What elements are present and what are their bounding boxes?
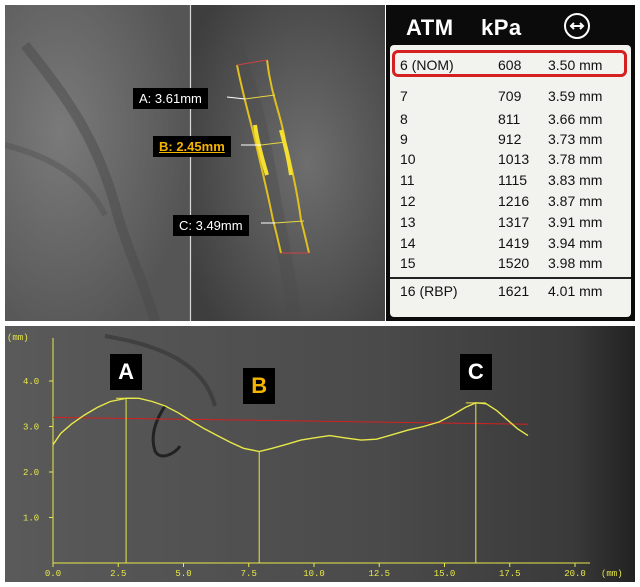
measurement-line-a <box>244 94 276 100</box>
compliance-row: 11 1115 3.83 mm <box>390 170 631 190</box>
x-tick-label: 20.0 <box>564 569 586 579</box>
compliance-kpa-cell: 709 <box>498 88 522 104</box>
compliance-mm-cell: 4.01 mm <box>548 283 603 299</box>
angiogram-panel: A: 3.61mm B: 2.45mm C: 3.49mm <box>5 5 385 321</box>
compliance-mm-cell: 3.83 mm <box>548 172 603 188</box>
y-tick-label: 1.0 <box>23 514 39 524</box>
compliance-row: 13 1317 3.91 mm <box>390 212 631 232</box>
x-tick-label: 7.5 <box>241 569 257 579</box>
compliance-mm-cell: 3.73 mm <box>548 131 603 147</box>
diameter-profile-chart: 1.0 2.0 3.0 4.0 0.0 2.5 5.0 7.5 10.0 12.5 15.0 17.5… <box>5 326 635 582</box>
x-tick-label: 15.0 <box>434 569 456 579</box>
angiogram-image <box>5 5 385 321</box>
compliance-atm-cell: 11 <box>400 172 415 188</box>
y-tick-label: 3.0 <box>23 423 39 433</box>
compliance-row: 14 1419 3.94 mm <box>390 233 631 253</box>
compliance-mm-cell: 3.91 mm <box>548 214 603 230</box>
measurement-label-a: A: 3.61mm <box>133 88 208 109</box>
compliance-kpa-cell: 1013 <box>498 151 530 167</box>
compliance-row: 16 (RBP) 1621 4.01 mm <box>390 281 631 301</box>
compliance-atm-cell: 12 <box>400 193 416 209</box>
measurement-line-c <box>274 220 305 224</box>
compliance-row: 10 1013 3.78 mm <box>390 149 631 169</box>
x-tick-label: 17.5 <box>499 569 521 579</box>
vessel-contour-left <box>236 64 282 254</box>
y-unit-label: (mm) <box>7 333 29 343</box>
x-tick-label: 10.0 <box>303 569 325 579</box>
header-kpa: kPa <box>481 15 522 40</box>
x-tick-label: 2.5 <box>110 569 126 579</box>
x-tick-label: 0.0 <box>45 569 61 579</box>
compliance-mm-cell: 3.59 mm <box>548 88 603 104</box>
reference-diameter-line <box>52 416 529 425</box>
measurement-line-b <box>260 141 287 146</box>
x-unit-label: (mm) <box>601 569 623 579</box>
compliance-atm-cell: 16 (RBP) <box>400 283 458 299</box>
compliance-mm-cell: 3.94 mm <box>548 235 603 251</box>
compliance-mm-cell: 3.98 mm <box>548 255 603 271</box>
compliance-row: 15 1520 3.98 mm <box>390 253 631 273</box>
diameter-curve <box>52 397 529 453</box>
compliance-kpa-cell: 1216 <box>498 193 530 209</box>
marker-label-b: B <box>243 368 276 404</box>
nominal-pressure-highlight <box>392 50 627 77</box>
compliance-mm-cell: 3.66 mm <box>548 111 603 127</box>
y-tick-label: 4.0 <box>23 377 39 387</box>
compliance-row: 6 (NOM) 608 3.50 mm <box>390 55 631 75</box>
compliance-kpa-cell: 608 <box>498 57 522 73</box>
profile-plot: 1.0 2.0 3.0 4.0 0.0 2.5 5.0 7.5 10.0 12.5 15.0 17.5… <box>5 326 635 582</box>
compliance-row: 9 912 3.73 mm <box>390 129 631 149</box>
compliance-row: 12 1216 3.87 mm <box>390 191 631 211</box>
compliance-atm-cell: 9 <box>400 131 408 147</box>
compliance-chart: ATM kPa 6 (NOM) 608 3.50 mm 7 709 3.59 mm 8 811… <box>386 5 635 321</box>
compliance-atm-cell: 10 <box>400 151 416 167</box>
compliance-row: 7 709 3.59 mm <box>390 86 631 106</box>
compliance-kpa-cell: 811 <box>498 111 521 127</box>
rbp-divider <box>390 277 631 279</box>
compliance-atm-cell: 14 <box>400 235 416 251</box>
x-tick-label: 12.5 <box>368 569 390 579</box>
compliance-atm-cell: 7 <box>400 88 408 104</box>
marker-label-c: C <box>459 354 492 390</box>
compliance-row: 8 811 3.66 mm <box>390 109 631 129</box>
marker-label-a: A <box>110 354 143 390</box>
compliance-atm-cell: 8 <box>400 111 408 127</box>
y-tick-label: 2.0 <box>23 468 39 478</box>
compliance-mm-cell: 3.50 mm <box>548 57 603 73</box>
compliance-kpa-cell: 1419 <box>498 235 530 251</box>
compliance-atm-cell: 6 (NOM) <box>400 57 454 73</box>
compliance-kpa-cell: 1317 <box>498 214 530 230</box>
double-arrow-icon <box>564 13 590 39</box>
measurement-label-b: B: 2.45mm <box>153 136 231 157</box>
compliance-kpa-cell: 1520 <box>498 255 530 271</box>
measurement-label-c: C: 3.49mm <box>173 215 249 236</box>
header-atm: ATM <box>406 15 454 40</box>
compliance-atm-cell: 13 <box>400 214 416 230</box>
compliance-mm-cell: 3.78 mm <box>548 151 603 167</box>
x-tick-label: 5.0 <box>175 569 191 579</box>
compliance-kpa-cell: 1621 <box>498 283 530 299</box>
compliance-kpa-cell: 912 <box>498 131 522 147</box>
compliance-table: 6 (NOM) 608 3.50 mm 7 709 3.59 mm 8 811 3.66 mm 9… <box>390 45 631 317</box>
compliance-mm-cell: 3.87 mm <box>548 193 603 209</box>
compliance-kpa-cell: 1115 <box>498 172 528 188</box>
compliance-atm-cell: 15 <box>400 255 416 271</box>
